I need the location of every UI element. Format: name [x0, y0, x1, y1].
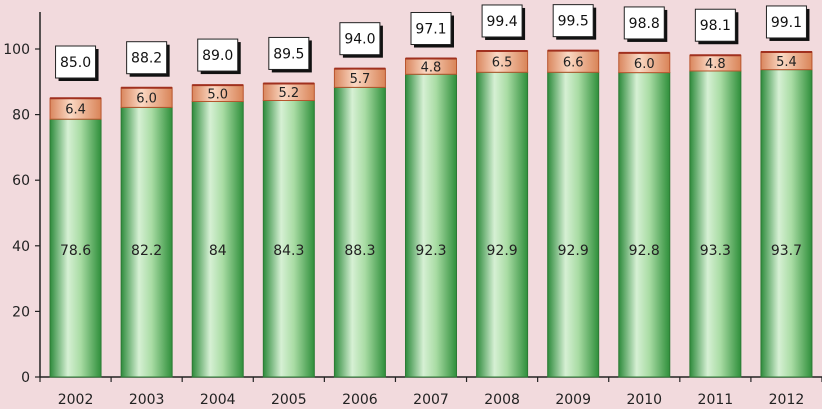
x-tick-label: 2009: [555, 392, 591, 408]
bar-segment-main: [547, 71, 600, 378]
segment-value-label: 4.8: [421, 60, 442, 75]
total-box: [126, 41, 168, 75]
segment-value-label: 4.8: [705, 57, 726, 72]
bar-segment-main: [191, 100, 244, 378]
bar-segment-main: [689, 70, 742, 378]
segment-value-label: 92.9: [558, 243, 589, 259]
segment-value-label: 93.7: [771, 243, 802, 259]
x-tick-label: 2006: [342, 392, 378, 408]
x-tick-label: 2011: [698, 392, 734, 408]
labels-group: 78.6 6.4 85.0 2002 82.2 6.0 88.2 2003 84 5.0 89.0 2…: [55, 4, 810, 408]
total-value-label: 85.0: [60, 55, 91, 71]
segment-value-label: 88.3: [344, 243, 375, 259]
x-tick-label: 2003: [129, 392, 165, 408]
bar-segment-main: [333, 86, 386, 378]
segment-value-label: 92.3: [415, 243, 446, 259]
total-box: [552, 4, 594, 38]
total-box: [197, 38, 239, 72]
total-value-label: 89.0: [202, 48, 233, 64]
y-tick-label: 0: [21, 370, 30, 386]
total-value-label: 99.1: [771, 15, 802, 31]
total-value-label: 97.1: [415, 22, 446, 38]
bars-group: [49, 49, 813, 378]
y-tick-label: 60: [12, 173, 30, 189]
segment-value-label: 6.5: [492, 56, 513, 71]
total-value-label: 88.2: [131, 51, 162, 67]
segment-value-label: 6.4: [65, 103, 86, 118]
segment-value-label: 82.2: [131, 243, 162, 259]
total-value-label: 98.8: [629, 16, 660, 32]
x-tick-label: 2007: [413, 392, 449, 408]
bar-segment-main: [618, 72, 671, 378]
total-box: [694, 8, 736, 42]
total-value-label: 99.4: [487, 14, 518, 30]
total-box: [55, 45, 97, 79]
segment-value-label: 5.2: [278, 86, 299, 101]
bar-segment-main: [405, 73, 457, 378]
x-tick-label: 2008: [484, 392, 520, 408]
total-box: [481, 4, 523, 38]
segment-value-label: 93.3: [700, 243, 731, 259]
segment-value-label: 92.8: [629, 243, 660, 259]
total-value-label: 89.5: [273, 46, 304, 62]
bar-segment-main: [49, 118, 102, 378]
bar-segment-main: [476, 71, 529, 378]
x-tick-label: 2004: [200, 392, 236, 408]
x-tick-label: 2010: [626, 392, 662, 408]
segment-value-label: 92.9: [487, 243, 518, 259]
y-tick-label: 40: [12, 239, 30, 255]
segment-value-label: 6.0: [634, 57, 655, 72]
total-box: [268, 36, 310, 70]
bar-segment-main: [120, 106, 173, 378]
x-tick-label: 2005: [271, 392, 307, 408]
total-box: [623, 6, 665, 40]
segment-value-label: 6.0: [136, 92, 157, 107]
total-box: [410, 12, 452, 46]
total-value-label: 98.1: [700, 18, 731, 34]
y-tick-label: 100: [3, 42, 30, 58]
y-tick-label: 20: [12, 304, 30, 320]
x-tick-label: 2012: [769, 392, 805, 408]
segment-value-label: 5.7: [350, 72, 371, 87]
segment-value-label: 5.0: [207, 87, 228, 102]
y-tick-label: 80: [12, 108, 30, 124]
bar-segment-main: [262, 99, 315, 378]
total-box: [339, 22, 381, 56]
x-tick-label: 2002: [58, 392, 94, 408]
segment-value-label: 78.6: [60, 243, 91, 259]
total-value-label: 99.5: [558, 14, 589, 30]
segment-value-label: 5.4: [776, 55, 797, 70]
segment-value-label: 6.6: [563, 55, 584, 70]
bar-segment-main: [760, 69, 813, 378]
segment-value-label: 84: [209, 243, 227, 259]
segment-value-label: 84.3: [273, 243, 304, 259]
total-value-label: 94.0: [344, 32, 375, 48]
total-box: [765, 5, 807, 39]
